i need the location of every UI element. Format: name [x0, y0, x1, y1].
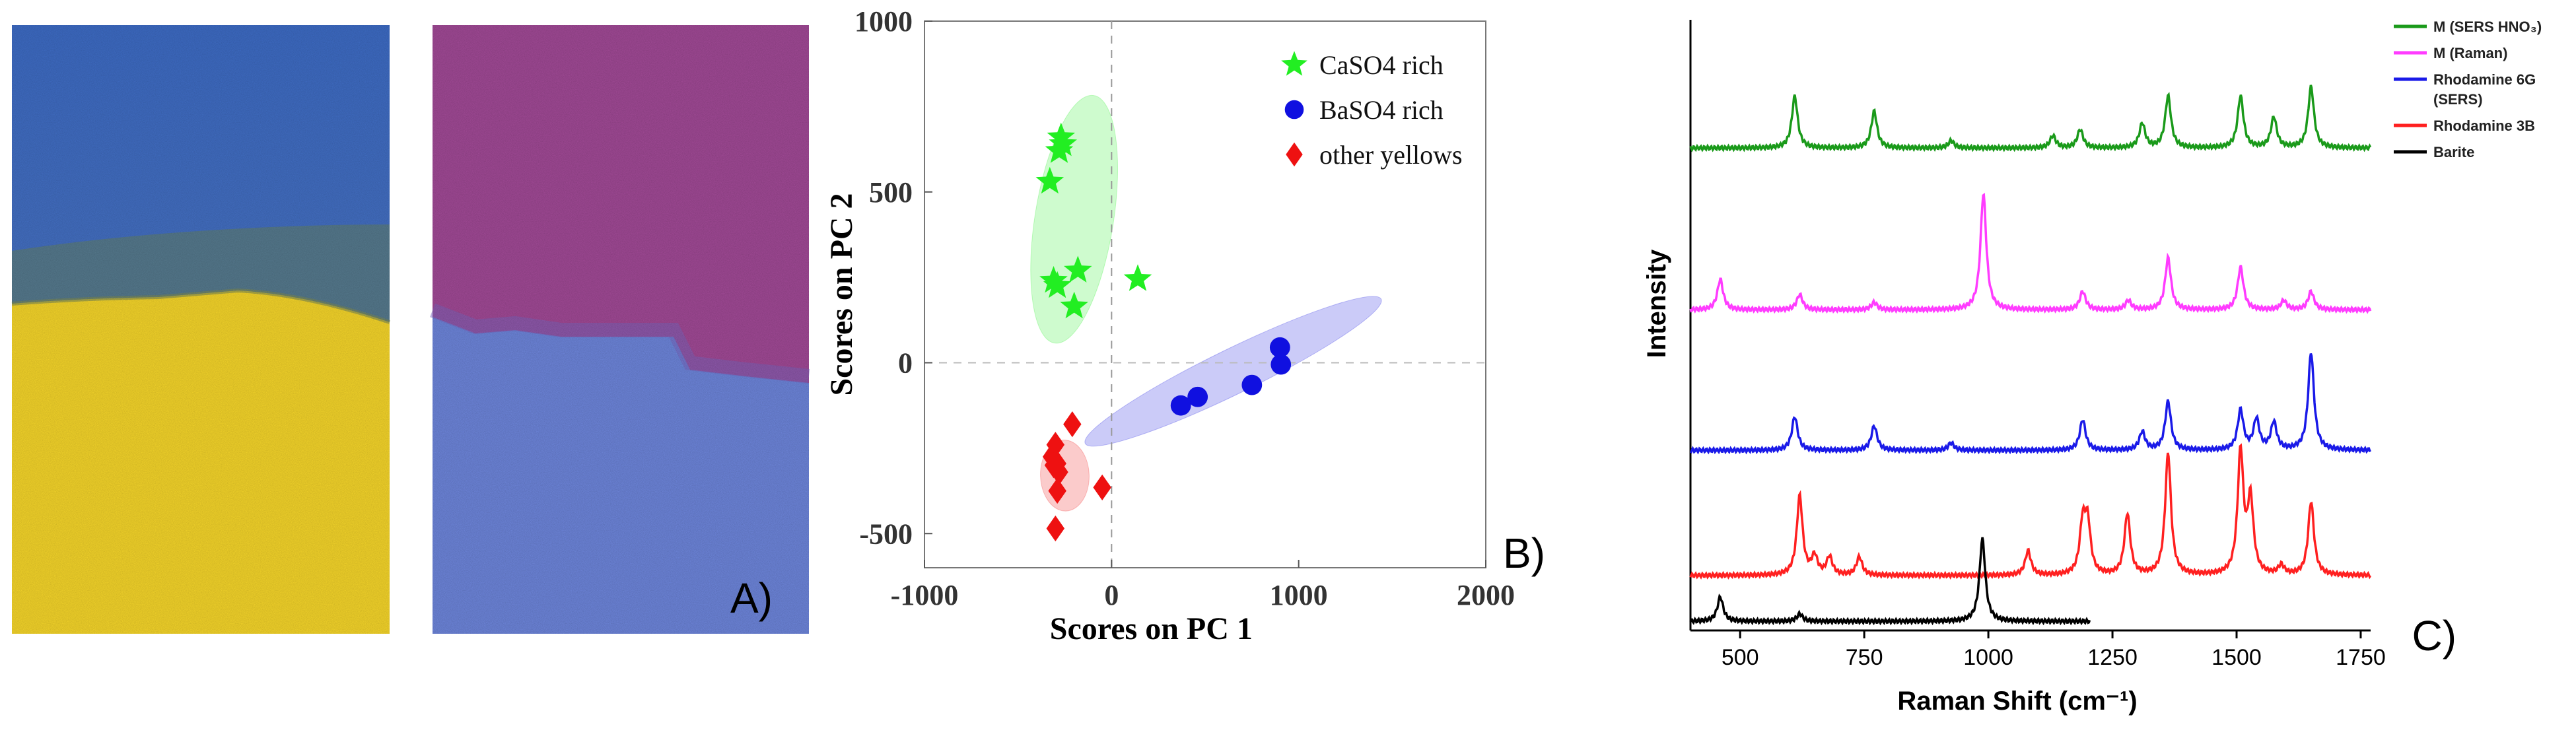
legend-label-2: Rhodamine 6G	[2433, 71, 2536, 88]
legend-label-1: M (Raman)	[2433, 45, 2507, 61]
panel-c-line-chart: 500 750 1000 1250 1500 1750 M (SERS HNO₃) M (R…	[1642, 18, 2542, 716]
y-tick-label: 0	[898, 347, 913, 380]
legend-label-2: (SERS)	[2433, 91, 2483, 108]
panel-b-label: B)	[1503, 529, 1545, 577]
point-diamond	[1093, 474, 1111, 500]
legend-label-2: other yellows	[1319, 140, 1463, 170]
point-star	[1045, 136, 1074, 163]
point-star	[1064, 255, 1092, 283]
y-axis-label: Intensity	[1642, 249, 1671, 358]
legend-label-3: Rhodamine 3B	[2433, 118, 2535, 134]
x-tick-label: 750	[1846, 645, 1883, 670]
panel-b-scatter-chart: -1000 0 1000 2000 -500 0 500 1000 CaSO4 rich BaS…	[825, 5, 1545, 646]
spectrum-4	[1689, 537, 2091, 626]
legend-marker-1	[1284, 100, 1304, 119]
tick-labels: -1000 0 1000 2000 -500 0 500 1000	[854, 5, 1515, 611]
axes	[1689, 20, 2371, 638]
y-tick-label: -500	[859, 518, 913, 550]
photo-right	[430, 25, 810, 634]
x-tick-label: 1750	[2336, 645, 2386, 670]
point-diamond	[1063, 411, 1082, 438]
y-axis-label: Scores on PC 2	[825, 193, 859, 395]
panel-a-photos: A)	[11, 25, 810, 634]
legend-marker-2	[1286, 142, 1303, 167]
x-tick-label: 500	[1722, 645, 1759, 670]
point-star	[1060, 291, 1088, 319]
spectra	[1689, 85, 2372, 626]
legend-marker-0	[1281, 51, 1307, 76]
point-star	[1043, 271, 1072, 298]
spectrum-3	[1689, 443, 2372, 580]
point-circle	[1269, 337, 1290, 358]
y-tick-label: 1000	[854, 5, 913, 38]
photo-left	[11, 25, 390, 634]
point-star	[1039, 265, 1068, 293]
point-star	[1123, 264, 1152, 291]
x-axis-label: Scores on PC 1	[1050, 611, 1253, 646]
point-star	[1035, 166, 1064, 194]
x-tick-label: 1250	[2087, 645, 2138, 670]
point-circle	[1187, 386, 1208, 407]
x-tick-label: 1000	[1963, 645, 2013, 670]
axes	[924, 20, 1486, 568]
x-tick-label: -1000	[891, 579, 959, 611]
y-tick-label: 500	[869, 176, 913, 209]
x-tick-label: 2000	[1457, 579, 1515, 611]
legend: CaSO4 rich BaSO4 rich other yellows	[1281, 50, 1463, 170]
legend-label-1: BaSO4 rich	[1319, 95, 1444, 125]
point-diamond	[1046, 515, 1065, 542]
tick-labels: 500 750 1000 1250 1500 1750	[1722, 645, 2386, 670]
spectrum-2	[1690, 353, 2372, 455]
panel-c-label: C)	[2412, 612, 2456, 659]
x-tick-label: 0	[1104, 579, 1119, 611]
point-circle	[1170, 395, 1191, 416]
spectrum-0	[1689, 85, 2372, 152]
ellipse-1	[1084, 296, 1382, 447]
x-tick-label: 1000	[1270, 579, 1328, 611]
x-axis-label: Raman Shift (cm⁻¹)	[1897, 687, 2137, 716]
legend-label-0: CaSO4 rich	[1319, 50, 1444, 80]
plot-frame	[924, 20, 1486, 568]
point-circle	[1271, 354, 1292, 375]
legend-label-0: M (SERS HNO₃)	[2433, 18, 2542, 35]
legend: M (SERS HNO₃) M (Raman) Rhodamine 6G (SERS)…	[2394, 18, 2542, 160]
legend-label-4: Barite	[2433, 144, 2474, 160]
panel-a-label: A)	[730, 574, 773, 622]
point-star	[1049, 129, 1077, 156]
point-circle	[1241, 374, 1263, 395]
point-diamond	[1050, 459, 1068, 485]
spectrum-1	[1689, 193, 2372, 314]
x-tick-label: 1500	[2211, 645, 2262, 670]
